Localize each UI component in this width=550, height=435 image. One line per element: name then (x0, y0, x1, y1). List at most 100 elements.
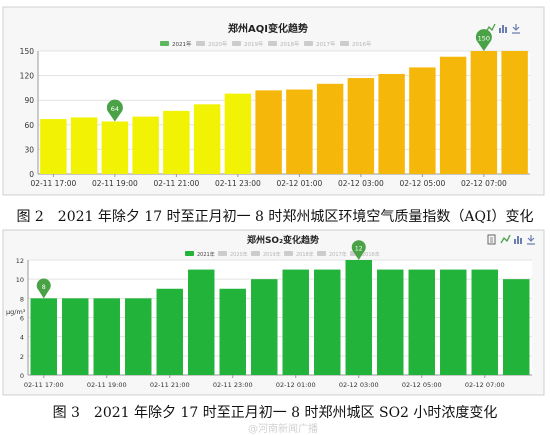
value-marker[interactable]: 64 (106, 99, 123, 122)
x-tick-label: 02-12 01:00 (276, 381, 316, 389)
x-tick-label: 02-11 21:00 (153, 179, 199, 188)
y-tick-label: 30 (24, 145, 34, 154)
legend-label[interactable]: 2018年 (296, 251, 314, 258)
bar[interactable] (440, 269, 467, 375)
bar[interactable] (224, 93, 252, 174)
bar[interactable] (30, 298, 57, 375)
bar-chart-icon[interactable] (514, 236, 522, 244)
bar[interactable] (282, 269, 309, 375)
y-tick-label: 10 (16, 276, 24, 284)
value-marker[interactable]: 150 (475, 29, 492, 51)
legend-label[interactable]: 2019年 (244, 40, 264, 48)
bar[interactable] (156, 288, 183, 375)
y-tick-label: 0 (29, 170, 34, 179)
x-tick-label: 02-11 23:00 (213, 381, 253, 389)
data-view-icon[interactable] (487, 234, 496, 245)
bar[interactable] (286, 89, 313, 174)
legend-label[interactable]: 2020年 (230, 251, 248, 258)
download-icon[interactable] (527, 235, 535, 245)
marker-label: 150 (478, 35, 490, 43)
x-tick-label: 02-11 19:00 (92, 179, 138, 188)
bar-chart-icon[interactable] (499, 25, 507, 33)
bar[interactable] (255, 90, 282, 174)
y-tick-label: 120 (20, 72, 35, 81)
chart-title: 郑州AQI变化趋势 (228, 22, 308, 35)
chart-legend: 2021年 2020年 2019年 2018年 2017年 2016年 (160, 40, 372, 48)
legend-label[interactable]: 2021年 (197, 251, 215, 258)
legend-swatch[interactable] (268, 41, 277, 46)
value-marker[interactable]: 8 (36, 278, 51, 299)
bar-glyph (517, 236, 519, 244)
y-axis-label: μg/m³ (6, 308, 26, 316)
bar[interactable] (470, 51, 498, 174)
marker-pin (36, 278, 51, 299)
y-tick-label: 12 (16, 257, 24, 265)
bar[interactable] (377, 269, 404, 375)
x-tick-label: 02-11 17:00 (30, 179, 76, 188)
bar[interactable] (409, 67, 436, 174)
bar[interactable] (347, 78, 375, 174)
bar[interactable] (501, 51, 528, 174)
marker-pin (106, 99, 123, 122)
marker-pin (475, 29, 492, 51)
bar[interactable] (93, 298, 120, 375)
legend-swatch[interactable] (232, 41, 241, 46)
legend-label[interactable]: 2016年 (352, 40, 372, 48)
bar[interactable] (125, 298, 152, 375)
bar[interactable] (251, 279, 278, 375)
bar[interactable] (101, 121, 129, 174)
legend-swatch[interactable] (317, 251, 326, 256)
bar[interactable] (40, 119, 67, 174)
bar[interactable] (163, 110, 190, 174)
legend-swatch[interactable] (218, 251, 227, 256)
legend-swatch[interactable] (340, 41, 349, 46)
legend-label[interactable]: 2019年 (263, 251, 281, 258)
download-icon[interactable] (512, 24, 520, 34)
legend-label[interactable]: 2017年 (329, 251, 347, 258)
x-tick-label: 02-12 03:00 (339, 381, 379, 389)
bar[interactable] (316, 83, 344, 174)
legend-label[interactable]: 2018年 (280, 40, 300, 48)
bar[interactable] (188, 269, 215, 375)
x-tick-label: 02-11 21:00 (150, 381, 190, 389)
bar[interactable] (70, 117, 98, 174)
doc-lines (490, 237, 493, 243)
legend-label[interactable]: 2020年 (208, 40, 228, 48)
chart-toolbar (485, 23, 520, 34)
bar[interactable] (471, 269, 498, 375)
bar[interactable] (408, 269, 435, 375)
legend-swatch[interactable] (160, 41, 169, 46)
bar[interactable] (62, 298, 89, 375)
watermark: @河南新闻广播 (248, 424, 318, 435)
bar[interactable] (219, 288, 246, 375)
bar[interactable] (378, 73, 405, 174)
bar-glyph (502, 25, 504, 33)
value-marker[interactable]: 12 (351, 240, 366, 260)
legend-label[interactable]: 2017年 (316, 40, 336, 48)
x-tick-label: 02-12 01:00 (276, 179, 322, 188)
line-chart-icon[interactable] (500, 234, 511, 244)
bar[interactable] (345, 260, 372, 375)
bar-glyph (505, 27, 507, 33)
legend-label[interactable]: 2016年 (362, 251, 380, 258)
legend-swatch[interactable] (185, 251, 194, 256)
y-tick-label: 60 (24, 121, 34, 130)
figure-2-caption: 图 2 2021 年除夕 17 时至正月初一 8 时郑州城区环境空气质量指数（A… (16, 209, 534, 225)
bar[interactable] (503, 279, 530, 375)
line-chart-icon[interactable] (485, 23, 496, 33)
legend-label[interactable]: 2021年 (172, 40, 192, 48)
bar[interactable] (314, 269, 341, 375)
y-tick-label: 150 (20, 47, 35, 56)
legend-swatch[interactable] (304, 41, 313, 46)
legend-swatch[interactable] (196, 41, 205, 46)
download-glyph (512, 24, 520, 34)
aqi-chart: 郑州AQI变化趋势 2021年 2020年 2019年 2018年 2017年 2016年 0… (2, 6, 545, 196)
legend-swatch[interactable] (284, 251, 293, 256)
bar-glyph (514, 239, 516, 244)
x-tick-label: 02-12 07:00 (461, 179, 507, 188)
legend-swatch[interactable] (251, 251, 260, 256)
bar[interactable] (193, 104, 221, 174)
bar[interactable] (132, 116, 159, 174)
bar-glyph (499, 28, 501, 33)
bar[interactable] (439, 56, 467, 174)
